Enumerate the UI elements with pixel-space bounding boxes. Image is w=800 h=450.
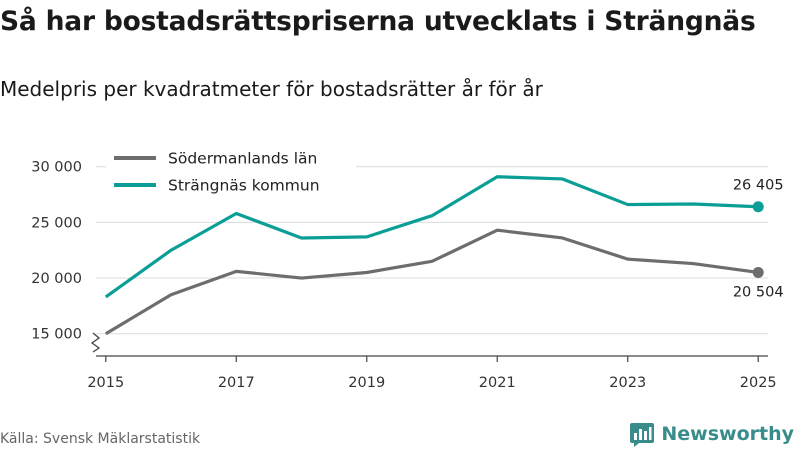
legend-background: [106, 145, 356, 197]
y-tick-label: 20 000: [31, 271, 82, 287]
brand-logo[interactable]: Newsworthy: [629, 421, 794, 447]
x-tick-label: 2025: [740, 375, 777, 391]
series-end-marker: [752, 201, 764, 213]
x-tick-label: 2017: [218, 375, 255, 391]
x-tick-label: 2015: [87, 375, 124, 391]
series-end-marker: [752, 266, 764, 278]
y-tick-label: 15 000: [31, 327, 82, 343]
x-tick-label: 2019: [348, 375, 385, 391]
legend-label: Södermanlands län: [168, 150, 317, 168]
brand-name: Newsworthy: [661, 423, 794, 445]
source-note: Källa: Svensk Mäklarstatistik: [0, 431, 201, 447]
page-title: Så har bostadsrättspriserna utvecklats i…: [0, 6, 756, 37]
bar-chart-logo-icon: [630, 423, 655, 447]
axis-break-icon: [90, 332, 101, 353]
y-tick-label: 25 000: [31, 215, 82, 231]
y-tick-label: 30 000: [31, 160, 82, 176]
legend-label: Strängnäs kommun: [168, 177, 320, 195]
series-line-strangnas: [104, 175, 759, 299]
x-tick-label: 2021: [479, 375, 516, 391]
page-subtitle: Medelpris per kvadratmeter för bostadsrä…: [0, 77, 543, 101]
x-tick-label: 2023: [609, 375, 646, 391]
line-chart: 15 000 20 000 25 000 30 000 2015 2017 2019 2021…: [31, 145, 784, 391]
series-end-label: 20 504: [733, 284, 784, 300]
series-line-sodermanland: [104, 228, 759, 336]
series-end-label: 26 405: [733, 178, 784, 194]
